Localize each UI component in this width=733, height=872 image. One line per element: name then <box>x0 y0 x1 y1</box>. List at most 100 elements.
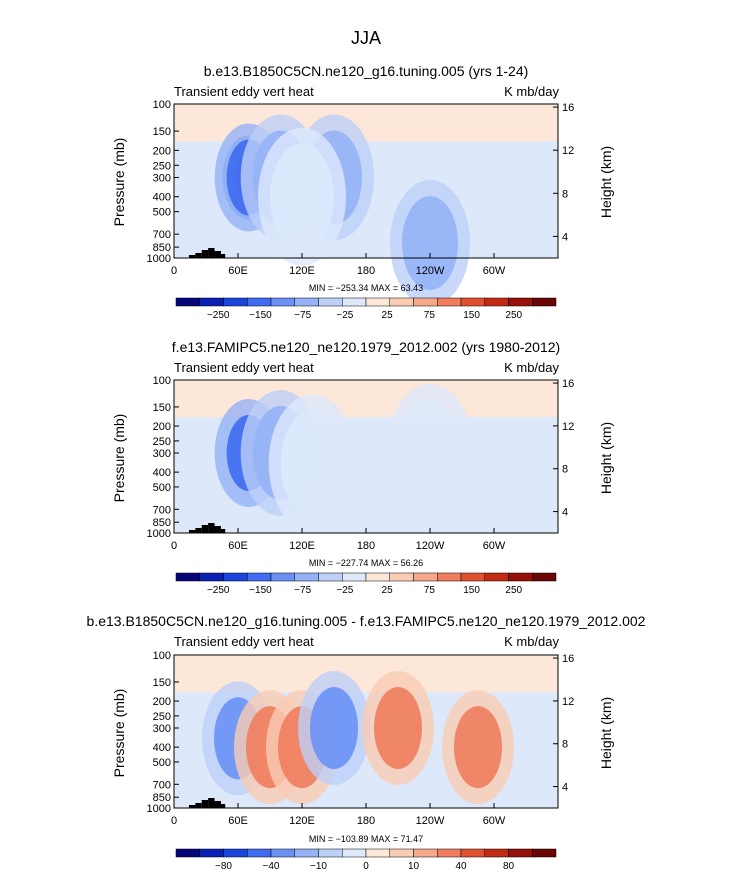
y-tick-label: 1000 <box>147 528 171 540</box>
colorbar-box <box>342 848 367 858</box>
colorbar-label: 25 <box>382 310 394 321</box>
x-tick-label: 0 <box>171 540 177 552</box>
colorbar-box <box>199 572 224 582</box>
y2-tick-label: 16 <box>562 102 574 114</box>
left-label: Transient eddy vert heat <box>174 360 314 375</box>
x-tick-label: 60E <box>228 265 248 277</box>
x-tick-label: 120W <box>416 540 445 552</box>
x-tick-label: 120E <box>289 540 315 552</box>
left-label: Transient eddy vert heat <box>174 84 314 99</box>
colorbar-label: −25 <box>336 310 353 321</box>
topography-bar <box>208 248 215 258</box>
x-tick-label: 60W <box>483 265 506 277</box>
anomaly-core <box>374 686 422 769</box>
y2-tick-label: 4 <box>562 507 568 519</box>
y2-tick-label: 8 <box>562 188 568 200</box>
y-tick-label: 400 <box>153 192 171 204</box>
topography-bar <box>214 801 221 808</box>
y2-axis-label: Height (km) <box>598 697 614 769</box>
colorbar-label: −250 <box>207 585 230 596</box>
colorbar-box <box>532 848 557 858</box>
right-label: K mb/day <box>504 84 559 99</box>
y2-tick-label: 12 <box>562 145 574 157</box>
colorbar-box <box>342 572 367 582</box>
y-tick-label: 500 <box>153 207 171 219</box>
y-tick-label: 200 <box>153 696 171 708</box>
anomaly-core <box>270 143 334 250</box>
colorbar-box <box>437 572 462 582</box>
topography-bar <box>218 804 226 808</box>
y-tick-label: 1000 <box>147 253 171 265</box>
colorbar-box <box>508 572 533 582</box>
colorbar-label: −40 <box>263 861 280 872</box>
left-label: Transient eddy vert heat <box>174 634 314 649</box>
colorbar-box <box>247 297 272 307</box>
x-tick-label: 0 <box>171 265 177 277</box>
y-tick-label: 700 <box>153 504 171 516</box>
colorbar-label: 80 <box>503 861 515 872</box>
y-tick-label: 200 <box>153 145 171 157</box>
colorbar-label: 0 <box>363 861 369 872</box>
colorbar-label: 25 <box>382 585 394 596</box>
stats-label: MIN = −227.74 MAX = 56.26 <box>309 558 423 568</box>
colorbar-box <box>175 848 200 858</box>
y-tick-label: 400 <box>153 467 171 479</box>
right-label: K mb/day <box>504 360 559 375</box>
colorbar-label: 250 <box>505 585 522 596</box>
right-label: K mb/day <box>504 634 559 649</box>
x-tick-label: 60E <box>228 540 248 552</box>
colorbar-box <box>294 848 319 858</box>
topography-bar <box>214 251 221 258</box>
colorbar-box <box>437 848 462 858</box>
topography-bar <box>188 255 196 258</box>
topography-bar <box>195 253 202 258</box>
y-tick-label: 100 <box>153 99 171 111</box>
y-tick-label: 250 <box>153 160 171 172</box>
y-tick-label: 1000 <box>147 803 171 815</box>
figure-title: JJA <box>351 28 381 48</box>
x-tick-label: 120E <box>289 265 315 277</box>
y2-tick-label: 12 <box>562 696 574 708</box>
colorbar-label: −25 <box>336 585 353 596</box>
y-tick-label: 100 <box>153 375 171 387</box>
y-axis-label: Pressure (mb) <box>111 414 127 503</box>
colorbar-box <box>413 572 438 582</box>
y-tick-label: 700 <box>153 779 171 791</box>
y-tick-label: 400 <box>153 742 171 754</box>
colorbar-label: 75 <box>424 310 436 321</box>
colorbar-label: 10 <box>408 861 420 872</box>
y-tick-label: 500 <box>153 757 171 769</box>
colorbar-box <box>389 848 414 858</box>
x-tick-label: 120W <box>416 265 445 277</box>
colorbar-box <box>484 848 509 858</box>
y2-tick-label: 4 <box>562 231 568 243</box>
panel-1: b.e13.B1850C5CN.ne120_g16.tuning.005 (yr… <box>111 63 614 321</box>
colorbar-label: 75 <box>424 585 436 596</box>
x-tick-label: 180 <box>357 815 375 827</box>
y-axis-label: Pressure (mb) <box>111 689 127 778</box>
colorbar-box <box>294 297 319 307</box>
colorbar-box <box>175 572 200 582</box>
colorbar-box <box>365 297 390 307</box>
colorbar-label: 150 <box>463 310 480 321</box>
anomaly-core <box>402 196 458 291</box>
colorbar-box <box>318 297 343 307</box>
y-tick-label: 850 <box>153 517 171 529</box>
panel-title: b.e13.B1850C5CN.ne120_g16.tuning.005 - f… <box>87 613 646 629</box>
topography-bar <box>218 529 226 533</box>
y2-tick-label: 4 <box>562 782 568 794</box>
y-axis-label: Pressure (mb) <box>111 138 127 227</box>
colorbar-box <box>175 297 200 307</box>
topography-bar <box>214 526 221 533</box>
y-tick-label: 200 <box>153 421 171 433</box>
x-tick-label: 120W <box>416 815 445 827</box>
colorbar-box <box>270 572 295 582</box>
stats-label: MIN = −253.34 MAX = 63.43 <box>309 283 423 293</box>
y2-axis-label: Height (km) <box>598 146 614 218</box>
colorbar-box <box>270 848 295 858</box>
x-tick-label: 60E <box>228 815 248 827</box>
topography-bar <box>201 250 209 258</box>
colorbar-label: 150 <box>463 585 480 596</box>
